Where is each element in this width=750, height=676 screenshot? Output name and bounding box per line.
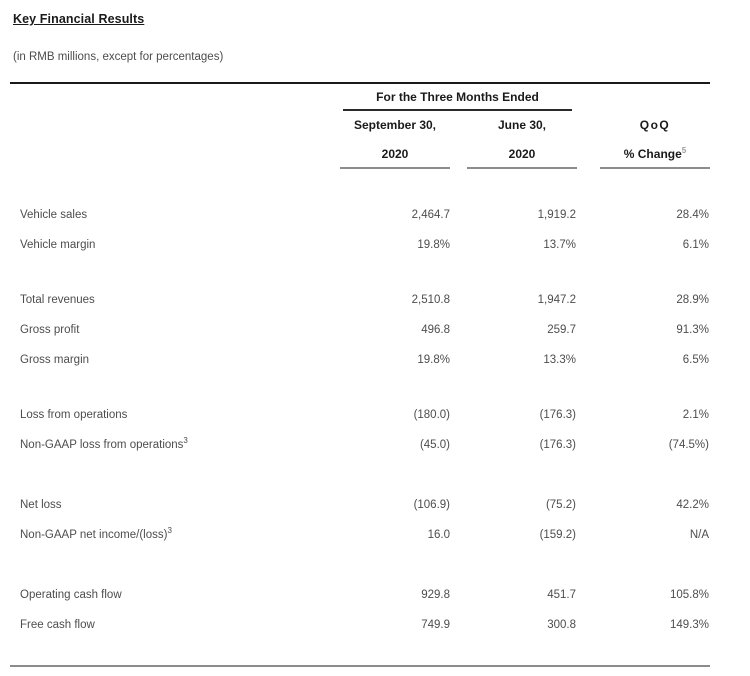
row-value-qoq: 6.1% bbox=[682, 239, 709, 251]
row-label: Loss from operations bbox=[20, 409, 128, 421]
column-header-sep30-line2: 2020 bbox=[381, 147, 409, 161]
column2-header-rule bbox=[467, 167, 577, 169]
column-header-qoq-line2: % Change5 bbox=[600, 146, 710, 162]
row-value-sep30: 496.8 bbox=[421, 324, 450, 336]
row-value-jun30: 300.8 bbox=[547, 619, 576, 631]
row-label: Vehicle sales bbox=[20, 209, 88, 221]
row-value-qoq: 28.9% bbox=[676, 294, 709, 306]
table-row: Gross profit 496.8 259.7 91.3% bbox=[20, 315, 709, 345]
table-bottom-rule bbox=[10, 665, 710, 667]
table-row: Free cash flow 749.9 300.8 149.3% bbox=[20, 610, 709, 640]
row-label: Operating cash flow bbox=[20, 589, 122, 601]
months-ended-underline bbox=[343, 109, 572, 111]
row-label: Gross margin bbox=[20, 354, 90, 366]
row-group-net-loss: Net loss (106.9) (75.2) 42.2% Non-GAAP n… bbox=[20, 490, 709, 550]
table-row: Total revenues 2,510.8 1,947.2 28.9% bbox=[20, 285, 709, 315]
row-group-operations: Loss from operations (180.0) (176.3) 2.1… bbox=[20, 400, 709, 460]
row-value-qoq: 105.8% bbox=[669, 589, 709, 601]
row-value-jun30: 13.3% bbox=[543, 354, 576, 366]
row-value-qoq: (74.5%) bbox=[668, 439, 709, 451]
table-top-rule bbox=[10, 82, 710, 84]
table-row: Vehicle margin 19.8% 13.7% 6.1% bbox=[20, 230, 709, 260]
column-header-jun30-line1: June 30, bbox=[497, 118, 547, 132]
row-value-qoq: 149.3% bbox=[669, 619, 709, 631]
column-header-jun30-line2: 2020 bbox=[508, 147, 536, 161]
table-row: Gross margin 19.8% 13.3% 6.5% bbox=[20, 345, 709, 375]
row-value-jun30: (176.3) bbox=[539, 439, 576, 451]
row-value-qoq: N/A bbox=[689, 529, 709, 541]
row-label: Gross profit bbox=[20, 324, 80, 336]
page-title: Key Financial Results bbox=[13, 12, 145, 26]
row-label: Vehicle margin bbox=[20, 239, 96, 251]
table-row: Net loss (106.9) (75.2) 42.2% bbox=[20, 490, 709, 520]
column1-header-rule bbox=[340, 167, 450, 169]
table-row: Non-GAAP net income/(loss)3 16.0 (159.2)… bbox=[20, 520, 709, 550]
row-value-jun30: 1,947.2 bbox=[537, 294, 576, 306]
row-group-cash-flow: Operating cash flow 929.8 451.7 105.8% F… bbox=[20, 580, 709, 640]
row-value-sep30: 2,464.7 bbox=[411, 209, 450, 221]
column-header-sep30-line1: September 30, bbox=[353, 118, 437, 132]
units-note: (in RMB millions, except for percentages… bbox=[13, 51, 224, 63]
row-value-qoq: 42.2% bbox=[676, 499, 709, 511]
row-value-jun30: 451.7 bbox=[547, 589, 576, 601]
table-row: Non-GAAP loss from operations3 (45.0) (1… bbox=[20, 430, 709, 460]
table-row: Vehicle sales 2,464.7 1,919.2 28.4% bbox=[20, 200, 709, 230]
row-value-jun30: 1,919.2 bbox=[537, 209, 576, 221]
footnote-ref-3: 3 bbox=[183, 436, 188, 446]
row-value-jun30: (75.2) bbox=[545, 499, 576, 511]
row-value-jun30: (176.3) bbox=[539, 409, 576, 421]
row-value-qoq: 6.5% bbox=[682, 354, 709, 366]
row-value-sep30: 19.8% bbox=[417, 354, 450, 366]
row-group-vehicle: Vehicle sales 2,464.7 1,919.2 28.4% Vehi… bbox=[20, 200, 709, 260]
row-value-sep30: (45.0) bbox=[419, 439, 450, 451]
row-value-qoq: 28.4% bbox=[676, 209, 709, 221]
row-value-jun30: 259.7 bbox=[547, 324, 576, 336]
row-group-revenue: Total revenues 2,510.8 1,947.2 28.9% Gro… bbox=[20, 285, 709, 375]
qoq-change-label: % Change bbox=[623, 147, 682, 161]
row-value-sep30: 2,510.8 bbox=[411, 294, 450, 306]
column-header-qoq-line1: QoQ bbox=[639, 118, 671, 132]
row-value-sep30: 929.8 bbox=[421, 589, 450, 601]
column3-header-rule bbox=[600, 167, 710, 169]
footnote-ref-5: 5 bbox=[681, 146, 687, 155]
months-ended-header: For the Three Months Ended bbox=[376, 90, 539, 104]
row-value-qoq: 2.1% bbox=[682, 409, 709, 421]
row-label: Non-GAAP loss from operations3 bbox=[20, 436, 188, 451]
table-row: Operating cash flow 929.8 451.7 105.8% bbox=[20, 580, 709, 610]
row-value-sep30: (180.0) bbox=[413, 409, 450, 421]
row-label: Non-GAAP net income/(loss)3 bbox=[20, 526, 172, 541]
row-value-sep30: (106.9) bbox=[413, 499, 450, 511]
footnote-ref-3: 3 bbox=[167, 526, 172, 536]
table-row: Loss from operations (180.0) (176.3) 2.1… bbox=[20, 400, 709, 430]
row-value-jun30: 13.7% bbox=[543, 239, 576, 251]
row-value-sep30: 19.8% bbox=[417, 239, 450, 251]
row-value-jun30: (159.2) bbox=[539, 529, 576, 541]
row-value-qoq: 91.3% bbox=[676, 324, 709, 336]
row-label: Net loss bbox=[20, 499, 62, 511]
row-value-sep30: 16.0 bbox=[427, 529, 450, 541]
row-value-sep30: 749.9 bbox=[421, 619, 450, 631]
row-label: Free cash flow bbox=[20, 619, 95, 631]
row-label: Total revenues bbox=[20, 294, 95, 306]
